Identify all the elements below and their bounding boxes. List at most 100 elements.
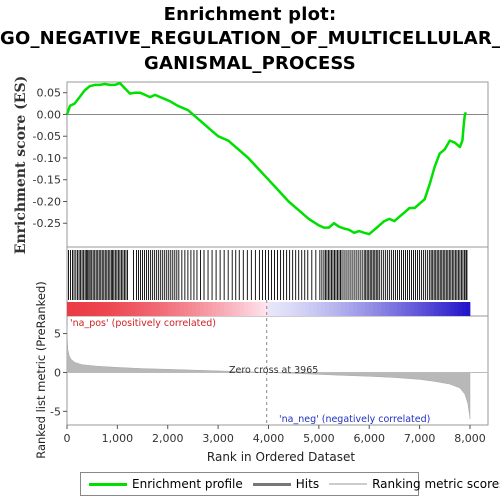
rank-color-band-segment xyxy=(75,302,80,316)
rank-color-band-segment xyxy=(127,302,132,316)
rank-color-band-segment xyxy=(373,302,378,316)
rank-color-band-segment xyxy=(155,302,161,316)
rank-color-band-segment xyxy=(268,302,273,316)
rank-color-band-segment xyxy=(236,302,241,316)
rank-color-band-segment xyxy=(171,302,177,316)
es-y-tick-label: -0.05 xyxy=(33,130,61,143)
rank-color-band-segment xyxy=(413,302,418,316)
rank-color-band-segment xyxy=(187,302,193,316)
rank-color-band-segment xyxy=(71,302,76,316)
rank-color-band-segment xyxy=(453,302,459,316)
legend-label-hits: Hits xyxy=(295,477,320,491)
rank-color-band-segment xyxy=(341,302,346,316)
rank-color-band-segment xyxy=(195,302,201,316)
title-line-1: Enrichment plot: xyxy=(163,4,337,25)
es-y-tick-label: -0.20 xyxy=(33,195,61,208)
rank-color-band-segment xyxy=(99,302,104,316)
rank-color-band-segment xyxy=(441,302,447,316)
rank-color-band-segment xyxy=(220,302,225,316)
rank-color-band-segment xyxy=(365,302,370,316)
x-tick-label: 3,000 xyxy=(202,432,234,445)
rank-color-band-segment xyxy=(208,302,213,316)
rank-color-band-segment xyxy=(232,302,237,316)
rank-color-band-segment xyxy=(465,302,471,316)
rank-color-band-segment xyxy=(409,302,414,316)
rank-color-band-segment xyxy=(151,302,157,316)
legend-swatch-ranking xyxy=(329,483,368,485)
rank-color-band-segment xyxy=(143,302,148,316)
es-axis-label: Enrichment score (ES) xyxy=(13,76,29,254)
rank-color-band-segment xyxy=(457,302,463,316)
rank-color-band-segment xyxy=(349,302,354,316)
ranking-y-tick-label: -5 xyxy=(50,405,61,418)
rank-color-band-segment xyxy=(445,302,451,316)
rank-color-band-segment xyxy=(369,302,374,316)
rank-color-band-segment xyxy=(437,302,443,316)
rank-color-band-segment xyxy=(405,302,410,316)
rank-color-band-segment xyxy=(119,302,124,316)
x-tick-label: 6,000 xyxy=(353,432,385,445)
rank-color-band-segment xyxy=(332,302,338,316)
legend-swatch-enrichment xyxy=(89,482,127,486)
x-tick-label: 4,000 xyxy=(253,432,285,445)
rank-color-band-segment xyxy=(401,302,406,316)
legend-item-hits: Hits xyxy=(252,477,320,491)
rank-color-band-segment xyxy=(115,302,120,316)
rank-color-band-segment xyxy=(107,302,112,316)
rank-color-band-segment xyxy=(183,302,189,316)
zero-cross-label: Zero cross at 3965 xyxy=(229,365,318,376)
rank-color-band-segment xyxy=(304,302,310,316)
rank-color-band-segment xyxy=(248,302,253,316)
rank-color-band-segment xyxy=(252,302,257,316)
legend-label-enrichment: Enrichment profile xyxy=(132,477,243,491)
rank-color-band-segment xyxy=(224,302,229,316)
rank-color-band-segment xyxy=(175,302,181,316)
enrichment-profile-line xyxy=(65,81,468,236)
rank-color-band-segment xyxy=(240,302,245,316)
ranking-axis-label: Ranked list metric (PreRanked) xyxy=(34,281,48,459)
es-y-tick-label: -0.15 xyxy=(33,174,61,187)
rank-color-band-segment xyxy=(316,302,322,316)
rank-color-band-segment xyxy=(131,302,136,316)
x-tick-label: 1,000 xyxy=(102,432,134,445)
rank-color-band-segment xyxy=(417,302,423,316)
rank-color-band-segment xyxy=(328,302,334,316)
rank-color-band-segment xyxy=(244,302,249,316)
es-y-tick-label: 0.00 xyxy=(37,108,62,121)
rank-color-band-segment xyxy=(276,302,281,316)
rank-color-band-segment xyxy=(308,302,314,316)
rank-color-band-segment xyxy=(272,302,277,316)
rank-color-band-segment xyxy=(95,302,100,316)
enrichment-chart: 0.05 0.00 -0.05 -0.10 -0.15 -0.20 -0.25 5 0 -5 0 1,… xyxy=(13,76,489,464)
rank-color-band-segment xyxy=(449,302,455,316)
es-panel-frame xyxy=(66,81,489,248)
x-tick-label: 5,000 xyxy=(303,432,335,445)
rank-color-band-segment xyxy=(345,302,350,316)
x-tick-label: 8,000 xyxy=(454,432,486,445)
x-tick-label: 7,000 xyxy=(404,432,436,445)
rank-color-band-segment xyxy=(300,302,306,316)
rank-color-band-segment xyxy=(288,302,294,316)
rank-color-band-segment xyxy=(429,302,435,316)
rank-color-band-segment xyxy=(87,302,92,316)
rank-color-band-segment xyxy=(163,302,169,316)
rank-color-band-segment xyxy=(433,302,439,316)
rank-color-band-segment xyxy=(292,302,298,316)
x-tick-label: 2,000 xyxy=(152,432,184,445)
rank-color-band-segment xyxy=(389,302,394,316)
rank-color-band-segment xyxy=(191,302,197,316)
chart-legend: Enrichment profile Hits Ranking metric s… xyxy=(80,472,500,496)
rank-color-band-segment xyxy=(393,302,398,316)
rank-color-band-segment xyxy=(67,302,72,316)
es-y-tick-label: -0.10 xyxy=(33,152,61,165)
rank-color-band-segment xyxy=(397,302,402,316)
na-pos-label: 'na_pos' (positively correlated) xyxy=(70,318,216,329)
rank-color-band-segment xyxy=(336,302,342,316)
legend-item-enrichment: Enrichment profile xyxy=(89,477,243,491)
rank-color-band-segment xyxy=(123,302,128,316)
legend-swatch-hits xyxy=(252,482,291,486)
title-line-3: GANISMAL_PROCESS xyxy=(144,53,356,74)
rank-color-band-segment xyxy=(361,302,366,316)
rank-color-band-segment xyxy=(256,302,261,316)
rank-color-band-segment xyxy=(91,302,96,316)
